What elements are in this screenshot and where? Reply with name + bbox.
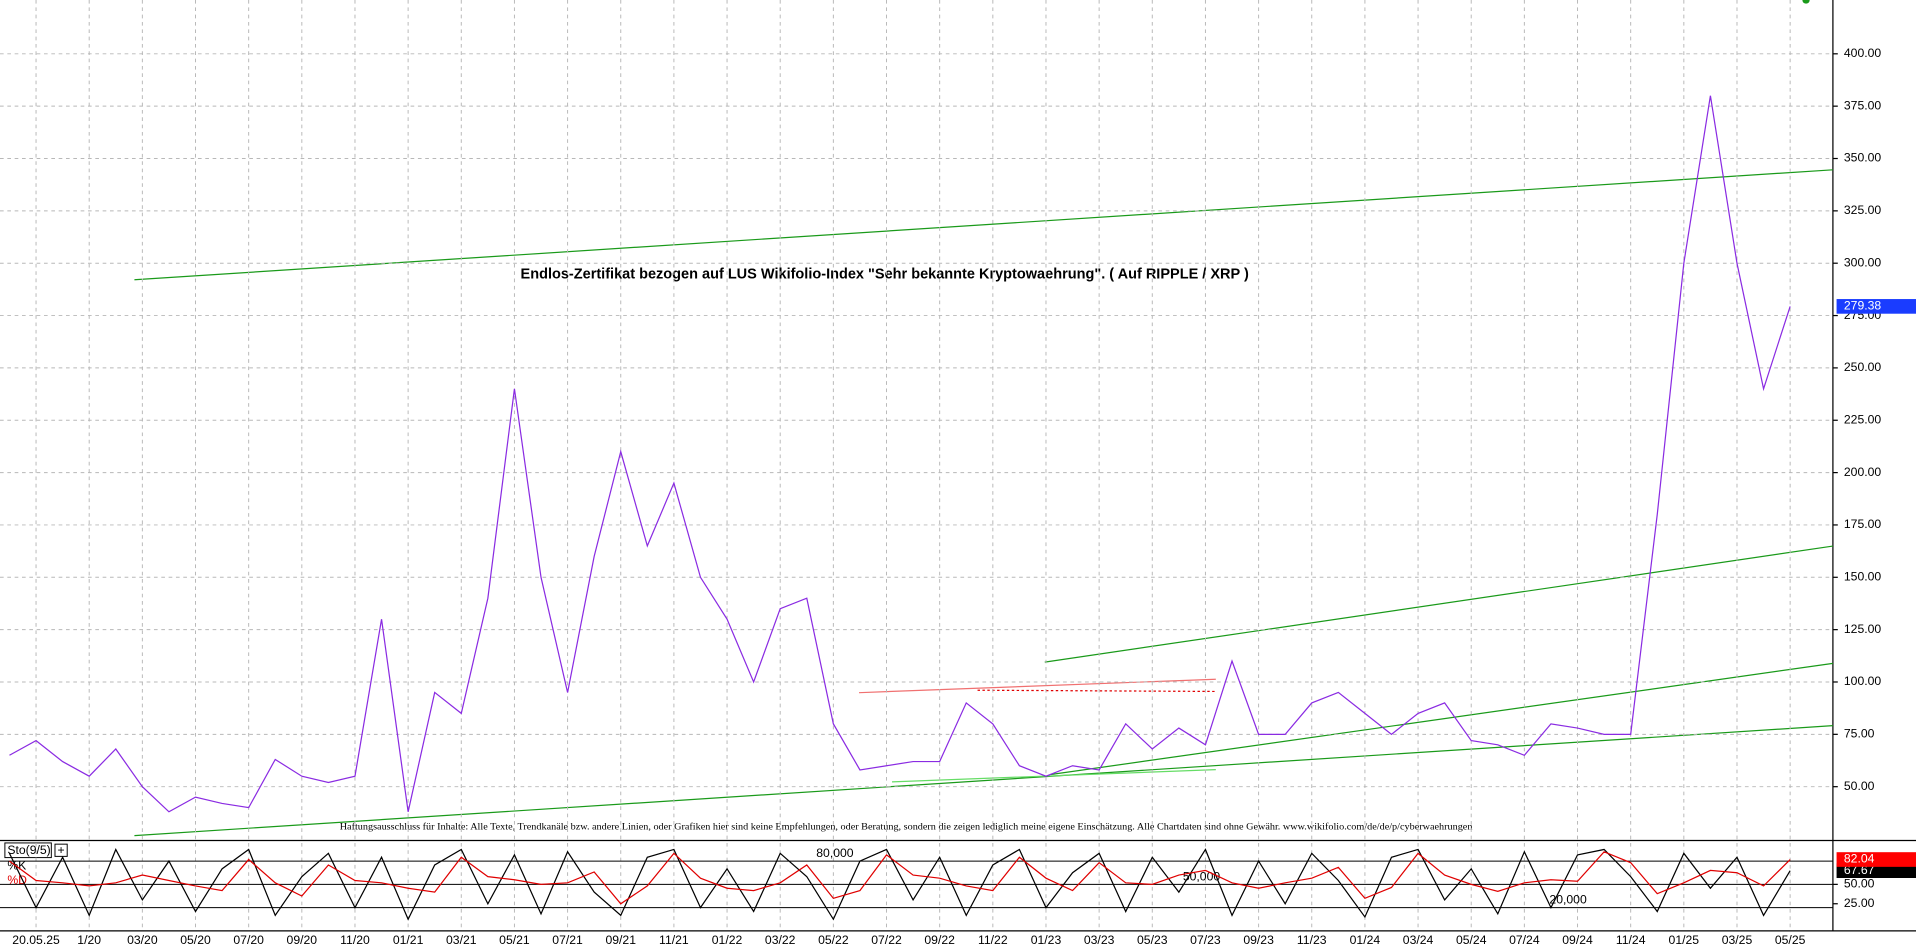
last-value-box bbox=[1836, 299, 1916, 314]
x-tick-label: 05/24 bbox=[1456, 933, 1487, 947]
x-tick-label: 11/22 bbox=[978, 933, 1008, 947]
y-tick-label: 350.00 bbox=[1844, 151, 1882, 165]
x-tick-label: 11/21 bbox=[659, 933, 689, 947]
trend-line bbox=[1044, 545, 1833, 663]
trend-line bbox=[858, 678, 1216, 694]
x-tick-label: 01/21 bbox=[393, 933, 424, 947]
x-tick-label: 07/24 bbox=[1509, 933, 1540, 947]
x-tick-label: 03/21 bbox=[446, 933, 477, 947]
x-tick-label: 01/25 bbox=[1669, 933, 1700, 947]
x-tick-label: 01/23 bbox=[1031, 933, 1062, 947]
y-tick-label: 325.00 bbox=[1844, 203, 1882, 217]
stoch-line bbox=[9, 851, 1791, 905]
y-tick-label: 200.00 bbox=[1844, 465, 1882, 479]
indicator-box bbox=[4, 842, 52, 859]
last-value-box bbox=[1836, 863, 1916, 878]
x-tick-label: 05/20 bbox=[180, 933, 211, 947]
price-line bbox=[9, 95, 1791, 813]
x-tick-label: 03/20 bbox=[127, 933, 158, 947]
x-tick-label: 09/23 bbox=[1243, 933, 1274, 947]
x-tick-label: 05/22 bbox=[818, 933, 849, 947]
y-tick-label: 50.00 bbox=[1844, 779, 1875, 793]
disclaimer: Haftungsausschluss für Inhalte: Alle Tex… bbox=[340, 821, 1473, 832]
x-tick-label: 01/22 bbox=[712, 933, 743, 947]
level-label: 20,000 bbox=[1549, 893, 1587, 907]
legend-entry: %D bbox=[7, 873, 27, 887]
y-tick-label: 75.00 bbox=[1844, 727, 1875, 741]
marker-dot bbox=[1802, 0, 1810, 4]
y-tick-label: 300.00 bbox=[1844, 255, 1882, 269]
x-tick-label: 11/24 bbox=[1616, 933, 1646, 947]
y-tick-label: 400.00 bbox=[1844, 46, 1882, 60]
trend-line bbox=[891, 769, 1216, 783]
trend-line bbox=[134, 725, 1833, 837]
x-tick-label: 1/20 bbox=[77, 933, 101, 947]
x-tick-label: 03/25 bbox=[1722, 933, 1753, 947]
last-value-label: 279.38 bbox=[1844, 299, 1882, 313]
y-tick-label: 225.00 bbox=[1844, 412, 1882, 426]
x-tick-label: 09/24 bbox=[1562, 933, 1593, 947]
x-tick-label: 09/21 bbox=[605, 933, 636, 947]
last-value-box bbox=[1836, 852, 1916, 867]
legend-entry: %K bbox=[7, 858, 26, 872]
chart-title: Endlos-Zertifikat bezogen auf LUS Wikifo… bbox=[521, 267, 1249, 283]
y-tick-label: 50.00 bbox=[1844, 877, 1875, 891]
trend-line bbox=[977, 689, 1216, 693]
indicator-title: Sto(9/5) bbox=[7, 843, 50, 857]
x-tick-label: 03/24 bbox=[1403, 933, 1434, 947]
x-tick-label: 03/22 bbox=[765, 933, 796, 947]
expand-button[interactable] bbox=[54, 843, 68, 857]
level-label: 80,000 bbox=[816, 846, 854, 860]
x-tick-label: 11/20 bbox=[340, 933, 370, 947]
x-tick-label: 20.05.25 bbox=[12, 933, 60, 947]
x-tick-label: 05/23 bbox=[1137, 933, 1168, 947]
y-tick-label: 125.00 bbox=[1844, 622, 1882, 636]
x-tick-label: 07/21 bbox=[552, 933, 583, 947]
y-tick-label: 175.00 bbox=[1844, 517, 1882, 531]
y-tick-label: 25.00 bbox=[1844, 896, 1875, 910]
y-tick-label: 150.00 bbox=[1844, 570, 1882, 584]
x-tick-label: 09/20 bbox=[287, 933, 318, 947]
x-tick-label: 09/22 bbox=[924, 933, 955, 947]
x-tick-label: 11/23 bbox=[1297, 933, 1327, 947]
x-tick-label: 03/23 bbox=[1084, 933, 1115, 947]
x-tick-label: 07/23 bbox=[1190, 933, 1221, 947]
y-tick-label: 375.00 bbox=[1844, 98, 1882, 112]
x-tick-label: 05/25 bbox=[1775, 933, 1806, 947]
x-tick-label: 05/21 bbox=[499, 933, 530, 947]
y-tick-label: 250.00 bbox=[1844, 360, 1882, 374]
x-tick-label: 01/24 bbox=[1350, 933, 1381, 947]
x-tick-label: 07/22 bbox=[871, 933, 902, 947]
y-tick-label: 100.00 bbox=[1844, 674, 1882, 688]
x-tick-label: 07/20 bbox=[233, 933, 264, 947]
last-value-label: 82.04 bbox=[1844, 852, 1875, 866]
expand-icon[interactable]: + bbox=[58, 843, 65, 857]
stoch-line bbox=[8, 848, 1791, 921]
trend-line bbox=[134, 169, 1833, 281]
